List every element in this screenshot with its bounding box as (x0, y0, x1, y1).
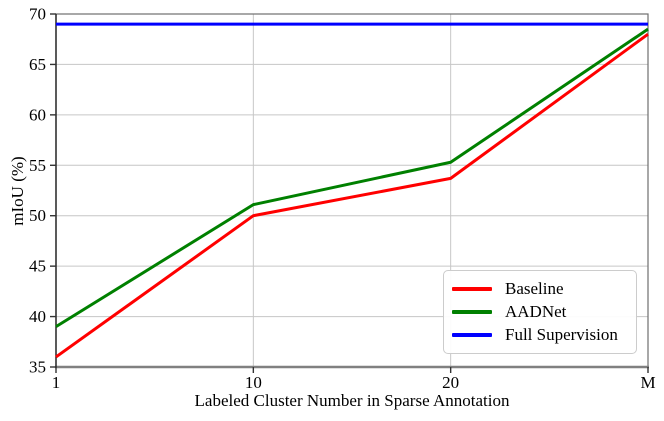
y-tick-label: 60 (29, 105, 46, 124)
y-tick-label: 70 (29, 5, 46, 24)
series-line-baseline (55, 32, 649, 359)
y-tick-label: 40 (29, 307, 46, 326)
full-supervision-line-swatch (452, 333, 492, 338)
legend-label-aadnet: AADNet (505, 301, 567, 321)
y-tick-label: 50 (29, 206, 46, 225)
x-tick-label: 20 (442, 373, 459, 392)
legend-label-full-supervision: Full Supervision (505, 325, 618, 345)
y-tick-label: 35 (29, 358, 46, 377)
y-tick-label: 45 (29, 257, 46, 276)
legend-item-full-supervision: Full Supervision (452, 325, 626, 345)
baseline-line-swatch (452, 286, 492, 291)
legend-label-baseline: Baseline (505, 278, 564, 298)
legend: Baseline AADNet Full Supervision (443, 270, 637, 354)
legend-item-aadnet: AADNet (452, 302, 626, 322)
x-axis-title: Labeled Cluster Number in Sparse Annotat… (194, 391, 510, 410)
legend-item-baseline: Baseline (452, 279, 626, 299)
x-tick-label: M (640, 373, 655, 392)
y-tick-label: 65 (29, 55, 46, 74)
series-line-aadnet (55, 27, 649, 328)
y-axis-title: mIoU (%) (8, 156, 27, 226)
y-tick-label: 55 (29, 156, 46, 175)
x-tick-label: 10 (245, 373, 262, 392)
aadnet-line-swatch (452, 309, 492, 314)
x-tick-label: 1 (52, 373, 61, 392)
